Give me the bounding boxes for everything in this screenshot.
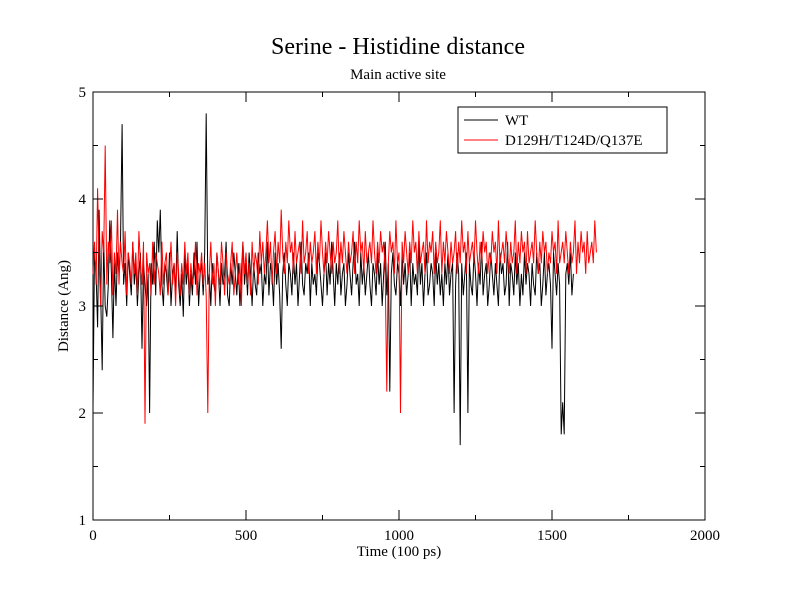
x-tick-label: 1000 [384, 528, 414, 544]
y-tick-label: 5 [79, 85, 87, 101]
x-tick-label: 1500 [537, 528, 567, 544]
x-tick-label: 2000 [690, 528, 720, 544]
legend-box [457, 106, 668, 154]
y-tick-label: 2 [79, 406, 87, 422]
chart-subtitle: Main active site [350, 67, 446, 83]
axis-layer: 0 500 1000 1500 2000 1 2 3 4 5 [79, 85, 721, 544]
y-tick-label: 1 [79, 513, 87, 529]
legend: WT D129H/T124D/Q137E [457, 106, 668, 154]
y-tick-label: 3 [79, 299, 87, 315]
x-tick-label: 500 [235, 528, 258, 544]
y-axis-label: Distance (Ang) [56, 260, 72, 352]
y-tick-label: 4 [79, 192, 87, 208]
x-tick-label: 0 [89, 528, 97, 544]
x-axis-label: Time (100 ps) [357, 544, 441, 560]
legend-label-wt: WT [505, 113, 528, 129]
series-line-1 [92, 145, 597, 424]
legend-label-mutant: D129H/T124D/Q137E [505, 133, 643, 149]
chart-title: Serine - Histidine distance [271, 34, 525, 60]
series-layer [92, 113, 597, 446]
